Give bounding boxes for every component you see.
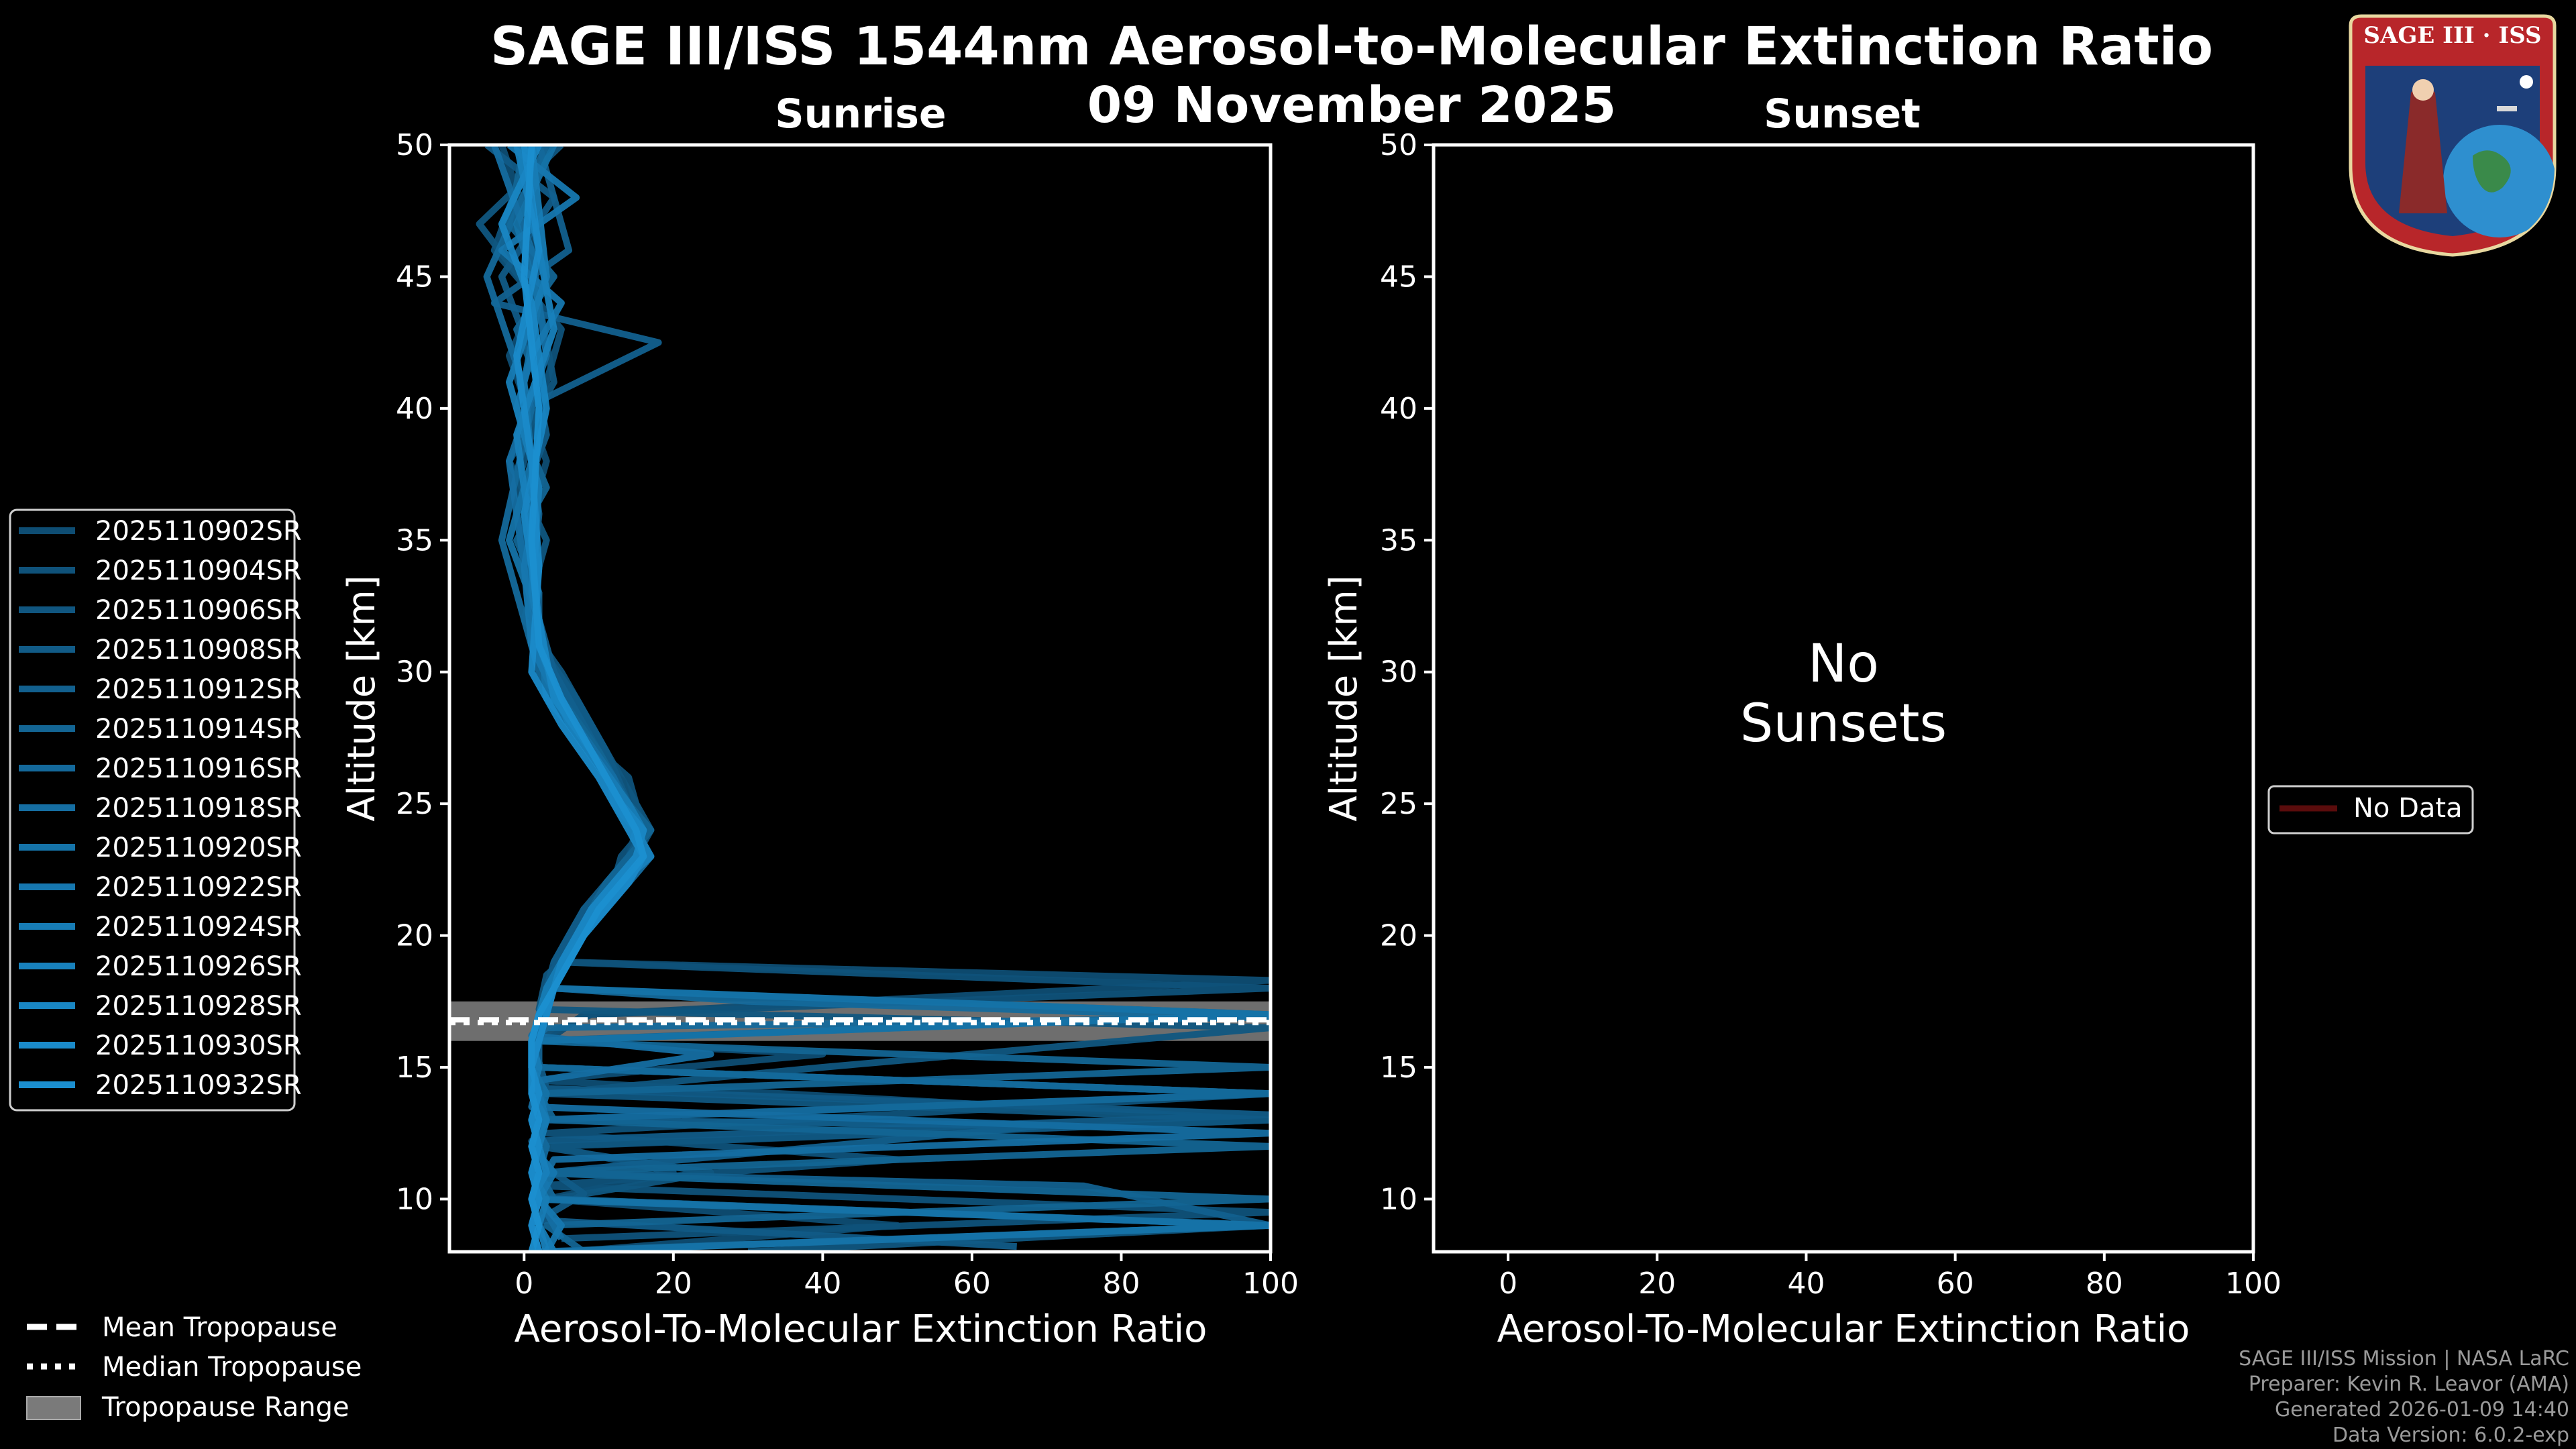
sage-mission-logo: SAGE III · ISS: [2349, 14, 2557, 257]
footer-preparer: Preparer: Kevin R. Leavor (AMA): [2249, 1373, 2569, 1396]
sunset-title: Sunset: [1764, 91, 1921, 138]
sunrise-ytick-label: 35: [396, 523, 433, 557]
no-sunsets-line1: No: [1808, 634, 1879, 694]
sunset-xtick-label: 80: [2086, 1267, 2123, 1301]
legend-frame: [9, 508, 296, 1112]
sunrise-ytick-label: 30: [396, 655, 433, 690]
sunrise-legend: 2025110902SR 2025110904SR 2025110906SR 2025…: [9, 508, 302, 1112]
logo-iss-icon: [2497, 106, 2517, 111]
sunset-ytick-label: 45: [1380, 260, 1417, 294]
sunset-legend: No Data: [2267, 785, 2474, 835]
sunset-ytick-label: 35: [1380, 523, 1417, 557]
legend-label-2025110930SR: 2025110930SR: [95, 1030, 302, 1061]
sunrise-xtick-label: 80: [1102, 1267, 1140, 1301]
legend-label-2025110908SR: 2025110908SR: [95, 635, 302, 665]
sunset-xlabel: Aerosol-To-Molecular Extinction Ratio: [1497, 1307, 2190, 1351]
logo-figure-head: [2412, 79, 2434, 101]
sunrise-ytick-label: 25: [396, 787, 433, 821]
legend-label-2025110914SR: 2025110914SR: [95, 714, 302, 745]
sunset-ytick-label: 15: [1380, 1051, 1417, 1085]
sunrise-axes-frame: [447, 143, 1273, 1254]
sunrise-ylabel: Altitude [km]: [340, 575, 384, 821]
sunset-xtick-label: 40: [1787, 1267, 1825, 1301]
sunset-xtick-label: 0: [1499, 1267, 1517, 1301]
sunrise-ticks: 0 20 40 60 80 100 10 15 20 25 30 35 40 45 50: [396, 128, 1299, 1301]
logo-figure-robe: [2399, 86, 2447, 213]
logo-star-icon: [2520, 75, 2533, 89]
sunrise-ytick-label: 50: [396, 128, 433, 162]
legend-label-2025110912SR: 2025110912SR: [95, 674, 302, 705]
sunrise-title: Sunrise: [775, 91, 946, 138]
sunset-xtick-label: 100: [2225, 1267, 2282, 1301]
sunset-ytick-label: 40: [1380, 392, 1417, 426]
legend-tropopause-range: Tropopause Range: [101, 1392, 350, 1423]
sunset-panel: 0 20 40 60 80 100 10 15 20 25 30 35 40 45 50 No Sunset…: [1322, 128, 2282, 1351]
profile-2025110932SR: [521, 145, 647, 1252]
figure-title: SAGE III/ISS 1544nm Aerosol-to-Molecular…: [490, 17, 2213, 77]
profile-series: [449, 145, 1271, 1252]
sunset-ytick-label: 50: [1380, 128, 1417, 162]
legend-frame: [2267, 785, 2474, 835]
sunrise-xtick-label: 20: [655, 1267, 692, 1301]
legend-label-no-data: No Data: [2353, 793, 2463, 824]
sunrise-ytick-label: 45: [396, 260, 433, 294]
sunrise-xlabel: Aerosol-To-Molecular Extinction Ratio: [515, 1307, 1208, 1351]
sunrise-xtick-label: 0: [515, 1267, 533, 1301]
figure-date: 09 November 2025: [1087, 76, 1616, 134]
legend-tropopause-range-patch: [26, 1396, 81, 1420]
legend-label-2025110916SR: 2025110916SR: [95, 753, 302, 784]
legend-label-2025110928SR: 2025110928SR: [95, 991, 302, 1022]
logo-title: SAGE III · ISS: [2363, 22, 2541, 49]
sunrise-ytick-label: 15: [396, 1051, 433, 1085]
sunrise-panel: 0 20 40 60 80 100 10 15 20 25 30 35 40 45 50 Aerosol-T…: [340, 128, 1299, 1351]
legend-mean-tropopause: Mean Tropopause: [102, 1312, 337, 1343]
tropopause-legend: Mean Tropopause Median Tropopause Tropop…: [26, 1312, 362, 1423]
profile-2025110906SR: [476, 145, 1271, 1252]
legend-label-2025110902SR: 2025110902SR: [95, 516, 302, 547]
sunrise-xtick-label: 60: [953, 1267, 991, 1301]
footer-mission: SAGE III/ISS Mission | NASA LaRC: [2239, 1347, 2569, 1371]
sunset-ytick-label: 25: [1380, 787, 1417, 821]
sunset-ytick-label: 10: [1380, 1182, 1417, 1216]
sunset-ticks: 0 20 40 60 80 100 10 15 20 25 30 35 40 45 50: [1380, 128, 2282, 1301]
sunset-ylabel: Altitude [km]: [1322, 575, 1366, 821]
sunset-xtick-label: 20: [1638, 1267, 1676, 1301]
legend-label-2025110932SR: 2025110932SR: [95, 1070, 302, 1101]
legend-label-2025110922SR: 2025110922SR: [95, 872, 302, 903]
logo-continent: [2473, 150, 2511, 193]
footer: SAGE III/ISS Mission | NASA LaRC Prepare…: [2239, 1347, 2569, 1447]
legend-median-tropopause: Median Tropopause: [102, 1352, 362, 1383]
sunset-xtick-label: 60: [1937, 1267, 1974, 1301]
sunset-ytick-label: 20: [1380, 919, 1417, 953]
legend-label-2025110920SR: 2025110920SR: [95, 833, 302, 863]
legend-label-2025110924SR: 2025110924SR: [95, 912, 302, 943]
footer-generated: Generated 2026-01-09 14:40: [2275, 1398, 2569, 1421]
sunrise-xtick-label: 100: [1242, 1267, 1299, 1301]
sunrise-ytick-label: 20: [396, 919, 433, 953]
sunset-axes-frame: [1432, 143, 2255, 1254]
sunrise-ytick-label: 10: [396, 1182, 433, 1216]
sunrise-xtick-label: 40: [804, 1267, 841, 1301]
footer-version: Data Version: 6.0.2-exp: [2332, 1424, 2569, 1447]
sunset-ytick-label: 30: [1380, 655, 1417, 690]
legend-label-2025110904SR: 2025110904SR: [95, 555, 302, 586]
legend-label-2025110926SR: 2025110926SR: [95, 951, 302, 982]
no-sunsets-line2: Sunsets: [1740, 694, 1947, 754]
sunrise-ytick-label: 40: [396, 392, 433, 426]
legend-label-2025110918SR: 2025110918SR: [95, 793, 302, 824]
legend-label-2025110906SR: 2025110906SR: [95, 595, 302, 626]
